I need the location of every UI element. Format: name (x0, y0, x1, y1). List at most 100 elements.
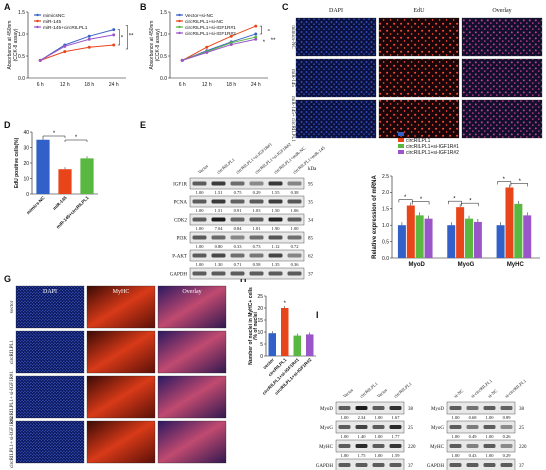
panel-e-band (287, 271, 302, 276)
panel-i-left-quant-value: 1.00 (375, 415, 384, 420)
panel-e-unit-label: kDa (308, 167, 317, 172)
panel-e-band (230, 235, 245, 240)
panel-e-quant-value: 0.29 (253, 190, 262, 195)
panel-i-left-quant-value: 1.59 (392, 453, 401, 458)
panel-i-right-quant-value: 0.43 (469, 453, 478, 458)
chart-f-xtick-label: MyoG (458, 262, 475, 268)
panel-i-right-blot-membrane (446, 458, 516, 470)
panel-i-right-row-label: MyoD (431, 407, 444, 412)
panel-i-left-band (338, 463, 351, 467)
panel-i-left-blot-membrane (335, 458, 405, 470)
panel-i-left-band (372, 463, 385, 467)
panel-i-left-quant-value: 1.00 (341, 415, 350, 420)
chart-f-ytick-label: 2.5 (382, 174, 389, 180)
panel-e-band (230, 217, 245, 222)
panel-i-left-band (372, 444, 385, 448)
chart-h-bar (281, 308, 289, 356)
chart-b-legend-marker (178, 19, 181, 23)
panel-i-right-band (500, 444, 513, 448)
panel-i-left-quant-value: 1.77 (392, 434, 401, 439)
chart-b-series-point (180, 58, 184, 62)
panel-i-left-kda-label: 25 (408, 426, 414, 431)
chart-b-sig-mark: ** (271, 38, 276, 44)
panel-i-left-quant-value: 1.67 (392, 415, 401, 420)
panel-e-band (230, 253, 245, 258)
chart-d-bar (80, 158, 94, 194)
panel-e-quant-value: 0.71 (234, 262, 242, 267)
panel-i-right-band (466, 406, 479, 410)
chart-f-sig-mark: * (453, 197, 456, 203)
chart-b-ytick-label: 0.0 (160, 76, 167, 82)
chart-b-series-line (182, 38, 256, 61)
chart-h-bar (293, 335, 301, 356)
panel-i-right-kda-label: 220 (519, 445, 527, 450)
panel-e-band (268, 217, 283, 222)
panel-c-micrograph (378, 58, 460, 98)
panel-i-right-quant-value: 0.26 (503, 434, 512, 439)
chart-d-ytick-label: 30 (23, 145, 29, 151)
chart-h-ylabel: Number of nuclei in MyHC+ cells (248, 287, 254, 365)
panel-g-micrograph (15, 285, 85, 329)
panel-e-quant-value: 1.51 (215, 190, 223, 195)
panel-e-band (287, 181, 302, 186)
panel-e-row-label: PCNA (174, 201, 188, 206)
chart-h-ytick-label: 25 (257, 294, 263, 300)
chart-b-ytick-label: 0.5 (160, 54, 167, 60)
panel-g-micrograph (15, 375, 85, 419)
chart-a-ytick-label: 0.5 (18, 54, 25, 60)
panel-e-band (249, 271, 264, 276)
panel-e-kda-label: 37 (308, 273, 314, 278)
panel-e-band (268, 271, 283, 276)
panel-i-right-band (449, 463, 462, 467)
panel-i-right-quant-value: 1.00 (486, 453, 495, 458)
panel-i-right-kda-label: 38 (519, 407, 525, 412)
chart-f-sig-mark: * (404, 195, 407, 201)
panel-e-band (249, 235, 264, 240)
panel-i-right-band (483, 406, 496, 410)
panel-g-row-label: circRILPL1+ si-IGF1R#1 (10, 371, 15, 423)
chart-a-series-point (87, 37, 91, 41)
panel-g-micrograph (15, 330, 85, 374)
panel-i-left-quant-value: 1.00 (375, 434, 384, 439)
panel-i-right-band (483, 444, 496, 448)
panel-i-right-row-label: MyoG (431, 426, 444, 431)
chart-a-ytick-label: 1.5 (18, 10, 25, 16)
panel-i-right-band (466, 444, 479, 448)
panel-e-row-label: GAPDH (170, 273, 188, 278)
panel-e-band (192, 217, 207, 222)
chart-a-series-line (39, 29, 114, 61)
panel-c-micrograph (295, 58, 377, 98)
panel-i-right-band (500, 406, 513, 410)
panel-g-col-label: MyHC (113, 289, 130, 295)
panel-e-quant-value: 1.50 (272, 208, 281, 213)
panel-i-left-band (338, 425, 351, 429)
panel-g-row-label: vector (10, 300, 15, 313)
chart-b-series-point (254, 24, 258, 28)
chart-b-sig-bracket (259, 25, 262, 35)
chart-b-ylabel: Absorbance at 450nm (149, 21, 155, 70)
panel-i-left-blot-membrane (335, 401, 405, 415)
chart-f-legend-label: circRILPL1 (406, 138, 431, 144)
panel-g-micrograph (15, 420, 85, 464)
panel-i-right-band (449, 425, 462, 429)
chart-f-bar (397, 225, 406, 258)
panel-e-blot-membrane (189, 231, 305, 244)
panel-c-micrograph (295, 17, 377, 57)
chart-f-bar (523, 215, 532, 258)
chart-b-series-point (205, 50, 209, 54)
chart-b-legend-label: circRILPL1+si-IGF1R#1 (185, 25, 236, 31)
panel-g-micrograph (157, 420, 227, 464)
panel-e-band (268, 181, 283, 186)
panel-i-left-kda-label: 37 (408, 464, 414, 469)
chart-a-series-point (87, 45, 91, 49)
panel-label-G: G (4, 274, 11, 284)
panel-i-right-band (500, 463, 513, 467)
panel-e-quant-value: 1.00 (291, 226, 300, 231)
chart-f-sig-mark: * (519, 179, 522, 185)
panel-e-band (249, 217, 264, 222)
chart-f-bar (415, 215, 424, 258)
chart-b-series-point (254, 35, 258, 39)
panel-g-row-label: circRILPL1+ si-IGF1R#2 (10, 416, 15, 468)
chart-f-bar (505, 187, 514, 258)
chart-f-sig-mark: * (503, 177, 506, 183)
